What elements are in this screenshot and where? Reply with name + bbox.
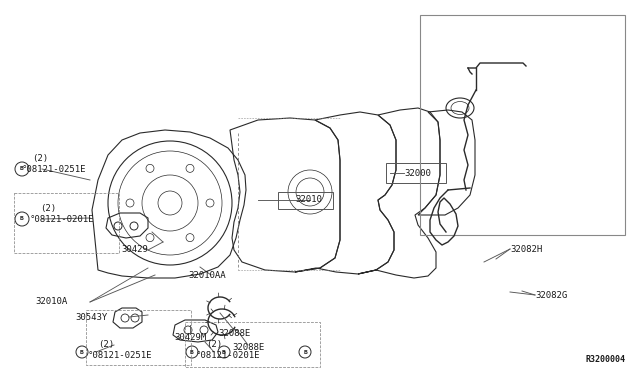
Bar — [386, 163, 446, 183]
Text: (2): (2) — [32, 154, 48, 164]
Text: 30429: 30429 — [121, 246, 148, 254]
Text: 32000: 32000 — [404, 169, 431, 177]
Text: B: B — [303, 350, 307, 355]
Text: °08121-0251E: °08121-0251E — [88, 350, 152, 359]
Text: 32010AA: 32010AA — [188, 270, 226, 279]
Bar — [86, 310, 191, 365]
Text: R3200004: R3200004 — [585, 356, 625, 365]
Text: (2): (2) — [40, 205, 56, 214]
Bar — [14, 193, 119, 253]
Text: 32088E: 32088E — [218, 328, 250, 337]
Text: 32082G: 32082G — [535, 291, 567, 299]
Text: °08121-0201E: °08121-0201E — [196, 350, 260, 359]
Text: 30429M: 30429M — [174, 333, 206, 341]
Text: (2): (2) — [98, 340, 114, 349]
Text: B: B — [20, 217, 24, 221]
Text: 32088E: 32088E — [232, 343, 264, 353]
Text: B: B — [80, 350, 84, 355]
Text: 30543Y: 30543Y — [76, 312, 108, 321]
Text: °08121-0251E: °08121-0251E — [22, 166, 86, 174]
Bar — [420, 15, 625, 235]
Text: B: B — [190, 350, 194, 355]
Text: (2): (2) — [206, 340, 222, 349]
Text: 32082H: 32082H — [510, 244, 542, 253]
Text: °08121-0201E: °08121-0201E — [30, 215, 95, 224]
Bar — [185, 322, 320, 367]
Text: B: B — [20, 167, 24, 171]
Text: 32010: 32010 — [295, 196, 322, 205]
Text: 32010A: 32010A — [36, 298, 68, 307]
Bar — [278, 192, 333, 209]
Text: B: B — [222, 350, 226, 355]
